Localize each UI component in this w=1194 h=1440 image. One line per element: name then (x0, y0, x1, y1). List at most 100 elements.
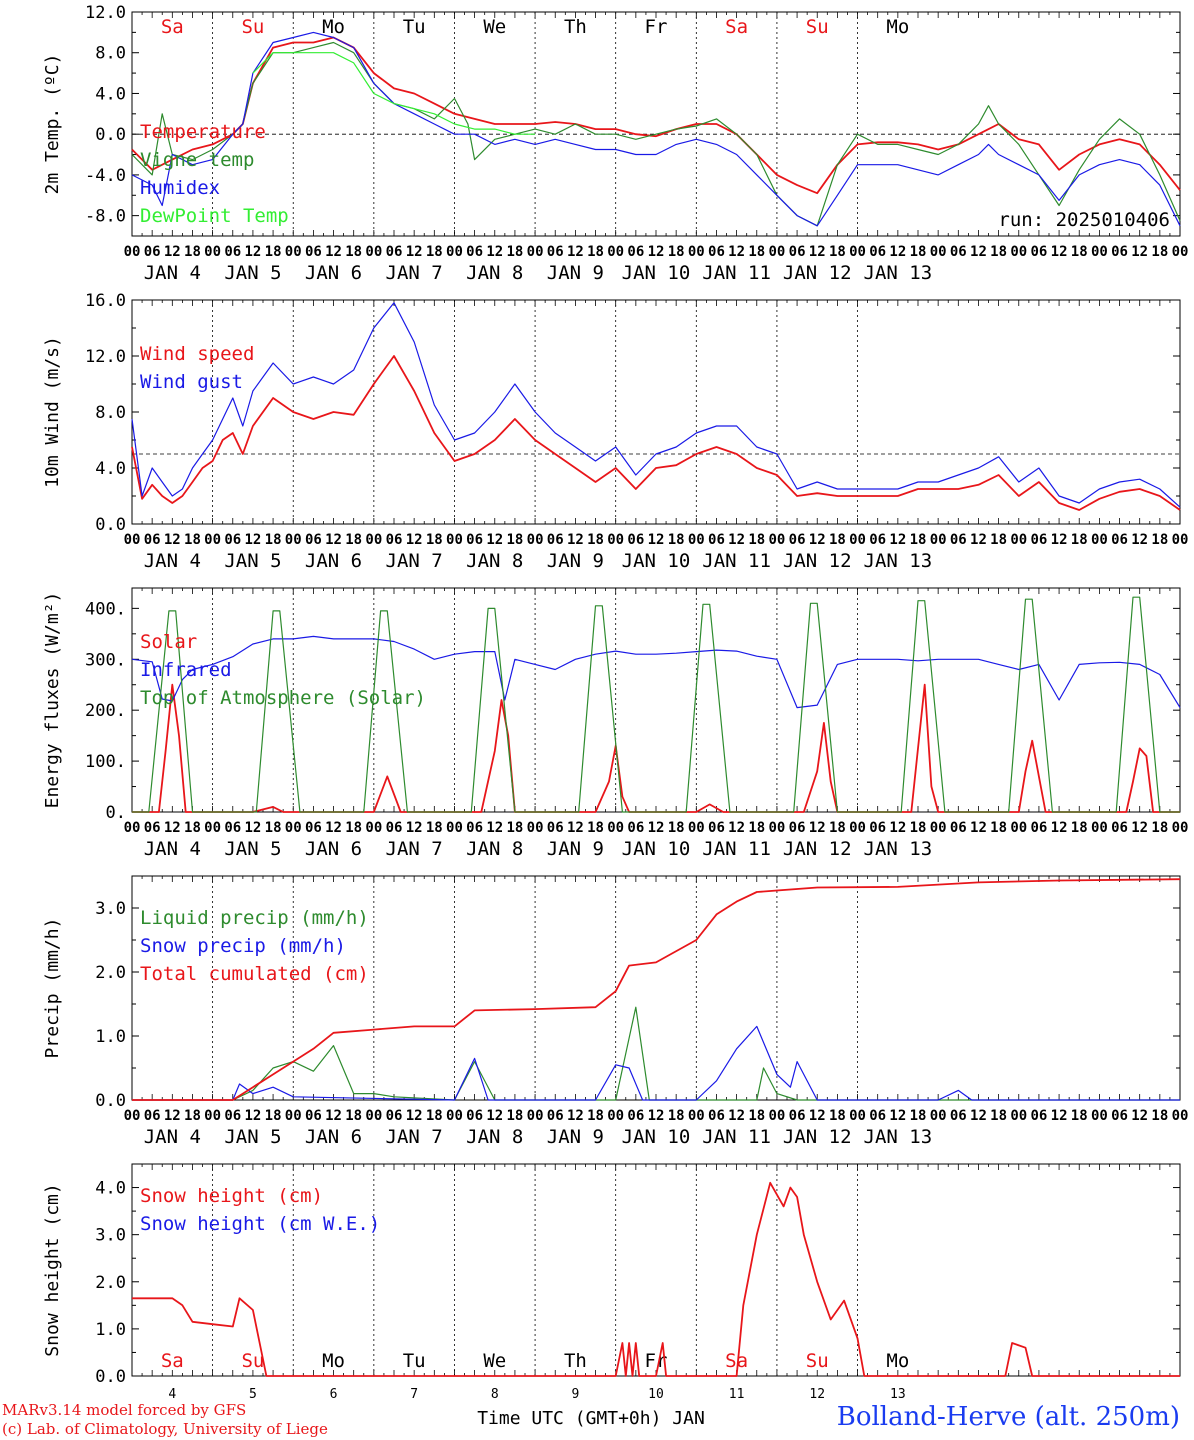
day-label: JAN 4 (144, 1126, 201, 1148)
hour-label: 12 (889, 244, 906, 260)
day-label: JAN 5 (224, 262, 281, 284)
day-label: JAN 6 (305, 550, 362, 572)
hour-label: 06 (386, 532, 403, 548)
y-tick-label: 0. (106, 803, 126, 823)
hour-label: 00 (1010, 244, 1027, 260)
hour-label: 18 (668, 532, 685, 548)
hour-label: 18 (990, 532, 1007, 548)
hour-label: 12 (325, 820, 342, 836)
hour-label: 06 (144, 1108, 161, 1124)
weekday-label: Mo (886, 16, 909, 38)
y-axis-label: Snow height (cm) (42, 1183, 63, 1356)
hour-label: 18 (1071, 244, 1088, 260)
series-line-red (132, 683, 1180, 813)
hour-label: 00 (1091, 532, 1108, 548)
weekday-label: Sa (725, 16, 748, 38)
day-label: JAN 8 (466, 262, 523, 284)
day-label: JAN 7 (386, 550, 443, 572)
hour-label: 12 (164, 532, 181, 548)
y-tick-label: -8.0 (85, 207, 126, 227)
y-tick-label: 400. (85, 599, 126, 619)
hour-label: 00 (1010, 1108, 1027, 1124)
hour-label: 00 (365, 1108, 382, 1124)
hour-label: 06 (869, 1108, 886, 1124)
hour-label: 06 (1111, 820, 1128, 836)
hour-label: 06 (869, 820, 886, 836)
day-number-label: 10 (648, 1387, 664, 1402)
day-label: JAN 4 (144, 550, 201, 572)
hour-label: 00 (446, 820, 463, 836)
day-label: JAN 12 (783, 1126, 852, 1148)
hour-label: 06 (869, 532, 886, 548)
hour-label: 12 (1051, 532, 1068, 548)
day-label: JAN 5 (224, 838, 281, 860)
series-line-red (132, 878, 1181, 1101)
day-label: JAN 12 (783, 838, 852, 860)
hour-label: 18 (587, 1108, 604, 1124)
hour-label: 00 (849, 820, 866, 836)
y-tick-label: 12.0 (85, 3, 126, 23)
hour-label: 00 (365, 244, 382, 260)
panel-frame (131, 299, 1181, 525)
hour-label: 12 (728, 820, 745, 836)
hour-label: 12 (809, 244, 826, 260)
hour-label: 12 (1131, 1108, 1148, 1124)
weekday-label: Tu (403, 16, 426, 38)
x-axis-label: Time UTC (GMT+0h) JAN (477, 1408, 705, 1429)
hour-label: 18 (910, 1108, 927, 1124)
hour-label: 00 (849, 244, 866, 260)
hour-label: 06 (627, 1108, 644, 1124)
hour-label: 00 (1172, 820, 1189, 836)
weekday-label: Su (806, 1350, 829, 1372)
hour-label: 06 (708, 244, 725, 260)
panel-3: 400. 300. 200. 100. 0. Energy fluxes (W/m²) 00… (42, 587, 1189, 860)
day-label: JAN 13 (864, 262, 933, 284)
hour-label: 18 (345, 532, 362, 548)
y-tick-label: 4.0 (95, 84, 126, 104)
hour-label: 12 (244, 1108, 261, 1124)
hour-label: 00 (124, 532, 141, 548)
hour-label: 12 (406, 820, 423, 836)
hour-label: 18 (748, 532, 765, 548)
hour-label: 12 (406, 532, 423, 548)
hour-label: 00 (768, 1108, 785, 1124)
hour-label: 06 (305, 532, 322, 548)
day-label: JAN 7 (386, 262, 443, 284)
hour-label: 06 (386, 244, 403, 260)
hour-label: 12 (648, 820, 665, 836)
hour-label: 06 (627, 244, 644, 260)
hour-label: 18 (345, 1108, 362, 1124)
hour-label: 00 (204, 820, 221, 836)
day-label: JAN 6 (305, 262, 362, 284)
hour-label: 06 (547, 1108, 564, 1124)
hour-label: 00 (124, 820, 141, 836)
hour-label: 18 (265, 1108, 282, 1124)
hour-label: 06 (950, 244, 967, 260)
hour-label: 18 (184, 532, 201, 548)
hour-label: 06 (144, 244, 161, 260)
hour-label: 00 (1091, 1108, 1108, 1124)
hour-label: 00 (527, 820, 544, 836)
hour-label: 18 (748, 244, 765, 260)
hour-label: 18 (184, 244, 201, 260)
hour-label: 18 (1151, 820, 1168, 836)
hour-label: 00 (527, 532, 544, 548)
hour-label: 18 (990, 820, 1007, 836)
series-line-red (131, 36, 1181, 195)
day-number-label: 5 (249, 1387, 257, 1402)
hour-label: 12 (728, 1108, 745, 1124)
hour-label: 12 (809, 820, 826, 836)
hour-label: 12 (1131, 532, 1148, 548)
hour-label: 00 (285, 244, 302, 260)
legend-entry: Wind speed (140, 343, 254, 365)
day-label: JAN 6 (305, 1126, 362, 1148)
hour-label: 00 (930, 820, 947, 836)
legend-entry: Total cumulated (cm) (140, 963, 369, 985)
day-label: JAN 11 (702, 550, 771, 572)
legend-entry: Snow precip (mm/h) (140, 935, 346, 957)
hour-label: 12 (164, 820, 181, 836)
day-number-label: 7 (410, 1387, 418, 1402)
hour-label: 12 (1051, 1108, 1068, 1124)
